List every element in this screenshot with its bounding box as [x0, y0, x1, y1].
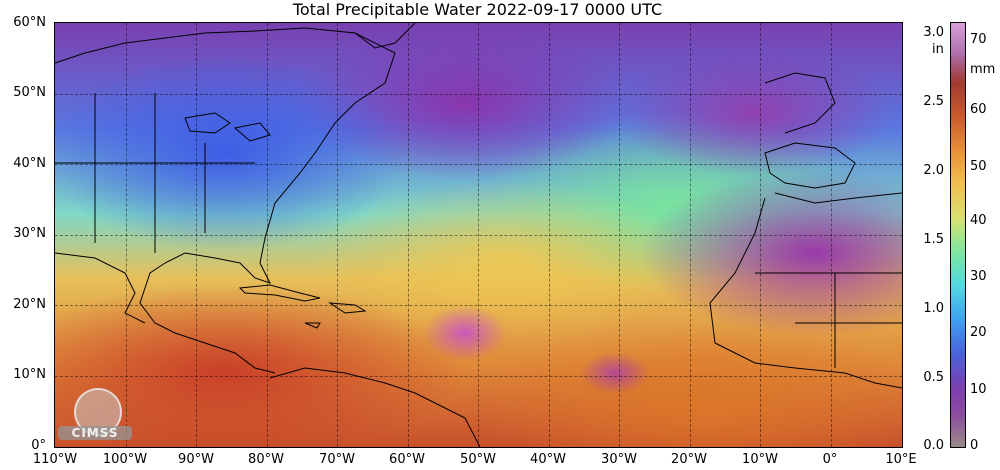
parallel-10n — [55, 376, 902, 377]
meridian-40w — [549, 23, 550, 447]
colorbar-mm-tick: 70 — [970, 32, 987, 47]
parallel-30n — [55, 235, 902, 236]
lat-label: 50°N — [13, 85, 46, 100]
lat-label: 10°N — [13, 367, 46, 382]
meridian-100w — [126, 23, 127, 447]
lon-label: 70°W — [319, 452, 355, 467]
colorbar-mm-tick: 30 — [970, 269, 987, 284]
lon-label: 60°W — [389, 452, 425, 467]
parallel-40n — [55, 164, 902, 165]
lon-label: 50°W — [460, 452, 496, 467]
colorbar-inch-unit: in — [932, 42, 944, 57]
colorbar-inch-tick: 1.0 — [923, 301, 944, 316]
cimss-logo: CIMSS — [58, 388, 132, 444]
lon-label: 100°W — [102, 452, 148, 467]
parallel-50n — [55, 94, 902, 95]
lon-label: 80°W — [248, 452, 284, 467]
tpw-map — [54, 22, 903, 448]
lon-label: 10°W — [742, 452, 778, 467]
map-title: Total Precipitable Water 2022-09-17 0000… — [292, 0, 663, 19]
meridian-10w — [760, 23, 761, 447]
colorbar-inch-tick: 2.5 — [923, 94, 944, 109]
meridian-0 — [831, 23, 832, 447]
colorbar-mm-unit: mm — [970, 62, 996, 77]
lon-label: 90°W — [178, 452, 214, 467]
meridian-80w — [267, 23, 268, 447]
lat-label: 0° — [31, 438, 46, 453]
colorbar-mm-tick: 10 — [970, 382, 987, 397]
colorbar-inch-tick: 0.5 — [923, 370, 944, 385]
cimss-logo-text: CIMSS — [58, 426, 132, 440]
lon-label: 0° — [822, 452, 838, 467]
colorbar-inch-tick: 0.0 — [923, 438, 944, 453]
colorbar-mm-tick: 60 — [970, 102, 987, 117]
colorbar — [950, 22, 966, 448]
lon-label: 30°W — [601, 452, 637, 467]
coastline-overlay — [55, 23, 902, 447]
colorbar-mm-tick: 50 — [970, 159, 987, 174]
colorbar-mm-tick: 40 — [970, 213, 987, 228]
lon-label: 40°W — [530, 452, 566, 467]
lat-label: 40°N — [13, 156, 46, 171]
colorbar-inch-tick: 3.0 — [923, 25, 944, 40]
meridian-50w — [478, 23, 479, 447]
meridian-60w — [408, 23, 409, 447]
parallel-20n — [55, 305, 902, 306]
lat-label: 60°N — [13, 15, 46, 30]
meridian-70w — [337, 23, 338, 447]
meridian-30w — [619, 23, 620, 447]
lon-label: 10°E — [885, 452, 917, 467]
colorbar-inch-tick: 1.5 — [923, 232, 944, 247]
meridian-90w — [196, 23, 197, 447]
lon-label: 110°W — [32, 452, 78, 467]
colorbar-mm-tick: 0 — [970, 438, 979, 453]
meridian-20w — [690, 23, 691, 447]
lon-label: 20°W — [671, 452, 707, 467]
lat-label: 20°N — [13, 297, 46, 312]
lat-label: 30°N — [13, 226, 46, 241]
colorbar-mm-tick: 20 — [970, 325, 987, 340]
colorbar-inch-tick: 2.0 — [923, 163, 944, 178]
